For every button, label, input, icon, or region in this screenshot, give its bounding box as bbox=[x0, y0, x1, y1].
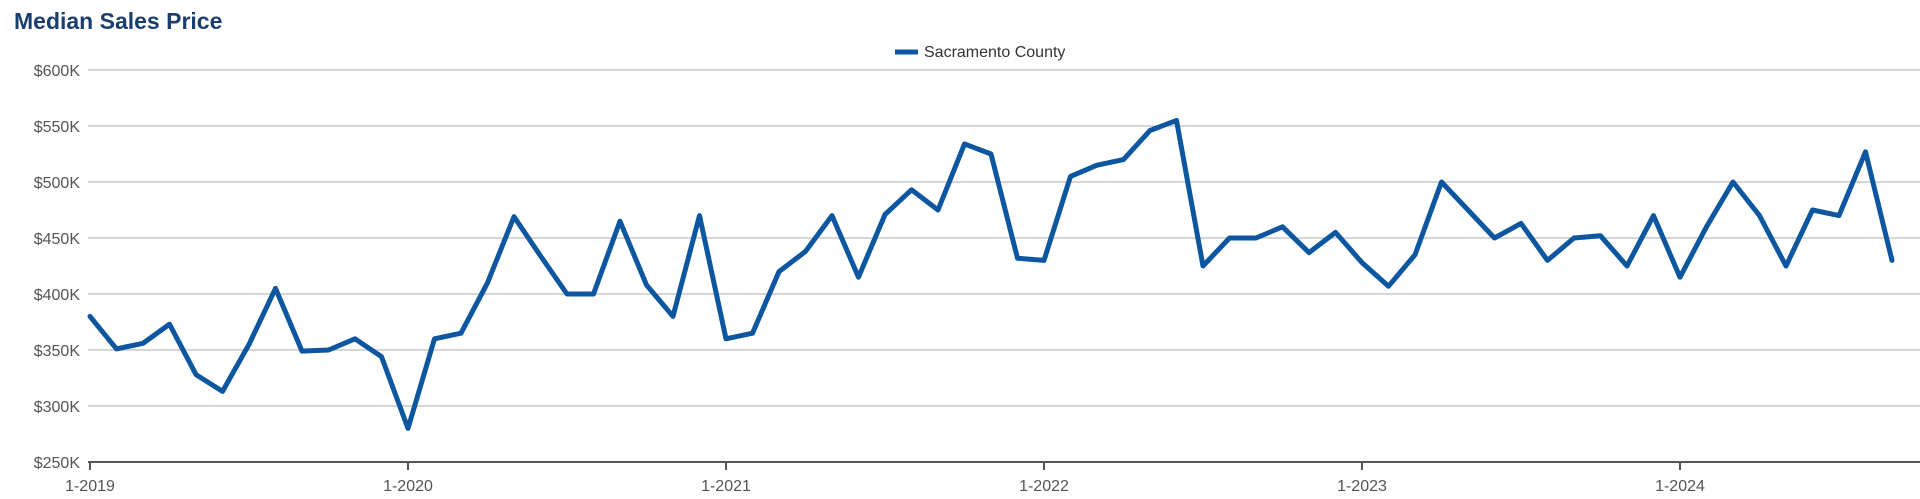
data-point bbox=[856, 275, 861, 280]
x-tick-label: 1-2019 bbox=[65, 478, 115, 495]
grid-lines bbox=[88, 69, 1920, 407]
data-point bbox=[909, 187, 914, 192]
data-point bbox=[1625, 264, 1629, 268]
data-point bbox=[1174, 118, 1179, 123]
y-tick-label: $500K bbox=[34, 175, 81, 192]
y-tick-label: $350K bbox=[34, 343, 81, 360]
data-point bbox=[326, 348, 331, 352]
data-point bbox=[353, 336, 357, 341]
data-point bbox=[1466, 208, 1470, 212]
data-point bbox=[167, 322, 172, 327]
data-point bbox=[1307, 250, 1311, 255]
data-point bbox=[1545, 258, 1550, 263]
data-point bbox=[1413, 252, 1417, 257]
data-point bbox=[803, 249, 808, 254]
data-point bbox=[406, 426, 410, 431]
data-point bbox=[1042, 258, 1046, 263]
x-tick-label: 1-2020 bbox=[383, 478, 433, 495]
x-tick-label: 1-2021 bbox=[701, 478, 751, 495]
data-point bbox=[936, 208, 940, 212]
data-point bbox=[1386, 284, 1391, 289]
data-point bbox=[1333, 230, 1338, 235]
y-tick-label: $300K bbox=[34, 399, 81, 416]
data-point bbox=[750, 331, 755, 336]
data-point bbox=[114, 346, 119, 351]
data-point bbox=[1890, 258, 1894, 263]
data-point bbox=[1572, 236, 1576, 240]
data-point bbox=[1651, 213, 1656, 218]
data-point bbox=[247, 342, 251, 347]
data-point bbox=[1519, 221, 1523, 226]
data-point bbox=[830, 213, 834, 218]
data-point bbox=[1784, 264, 1788, 268]
legend: Sacramento County bbox=[895, 44, 1065, 61]
series-layer bbox=[87, 117, 1895, 431]
data-point bbox=[141, 341, 145, 346]
y-tick-label: $250K bbox=[34, 455, 81, 472]
data-point bbox=[1121, 157, 1126, 162]
data-point bbox=[1227, 236, 1232, 240]
x-tick-label: 1-2022 bbox=[1019, 478, 1069, 495]
data-point bbox=[644, 283, 649, 288]
chart-title: Median Sales Price bbox=[14, 8, 223, 34]
data-point bbox=[220, 389, 225, 394]
y-tick-label: $400K bbox=[34, 287, 81, 304]
data-point bbox=[1280, 224, 1285, 229]
data-point bbox=[1810, 208, 1815, 212]
data-point bbox=[1439, 180, 1444, 184]
data-point bbox=[565, 292, 569, 296]
x-tick-label: 1-2024 bbox=[1655, 478, 1705, 495]
data-point bbox=[1731, 180, 1735, 184]
series-line-sacramento-county bbox=[87, 117, 1895, 431]
data-point bbox=[459, 331, 463, 336]
data-point bbox=[1863, 149, 1868, 154]
x-tick-label: 1-2023 bbox=[1337, 478, 1387, 495]
data-point bbox=[538, 253, 543, 258]
data-point bbox=[485, 280, 490, 285]
y-tick-label: $600K bbox=[34, 63, 81, 80]
data-point bbox=[962, 141, 967, 146]
data-point bbox=[724, 336, 728, 341]
data-point bbox=[1598, 233, 1603, 238]
data-point bbox=[777, 269, 781, 274]
data-point bbox=[671, 314, 675, 319]
data-point bbox=[1492, 236, 1497, 240]
data-point bbox=[1201, 264, 1205, 268]
data-point bbox=[1678, 275, 1682, 280]
data-point bbox=[88, 314, 92, 319]
data-point bbox=[1015, 256, 1020, 261]
data-point bbox=[1095, 163, 1099, 168]
data-point bbox=[194, 372, 198, 377]
data-point bbox=[618, 219, 622, 224]
data-point bbox=[1068, 174, 1073, 179]
y-tick-label: $550K bbox=[34, 119, 81, 136]
data-point bbox=[989, 152, 993, 156]
data-point bbox=[379, 354, 384, 359]
data-point bbox=[591, 292, 596, 296]
data-point bbox=[1704, 224, 1709, 229]
data-point bbox=[1360, 260, 1364, 265]
y-tick-label: $450K bbox=[34, 231, 81, 248]
data-point bbox=[1757, 213, 1762, 218]
x-axis: 1-2019 1-2020 1-2021 1-2022 1-2023 1-2024 bbox=[65, 461, 1920, 495]
data-point bbox=[300, 349, 304, 354]
y-axis: $250K $300K $350K $400K $450K $500K $550K $600K bbox=[34, 63, 81, 472]
data-point bbox=[512, 214, 516, 219]
data-point bbox=[273, 286, 278, 291]
data-point bbox=[1254, 236, 1258, 240]
data-point bbox=[432, 336, 437, 341]
data-point bbox=[697, 213, 702, 218]
data-point bbox=[883, 212, 887, 217]
data-point bbox=[1837, 213, 1841, 218]
legend-label-sacramento-county: Sacramento County bbox=[924, 44, 1065, 61]
data-point bbox=[1148, 128, 1152, 133]
